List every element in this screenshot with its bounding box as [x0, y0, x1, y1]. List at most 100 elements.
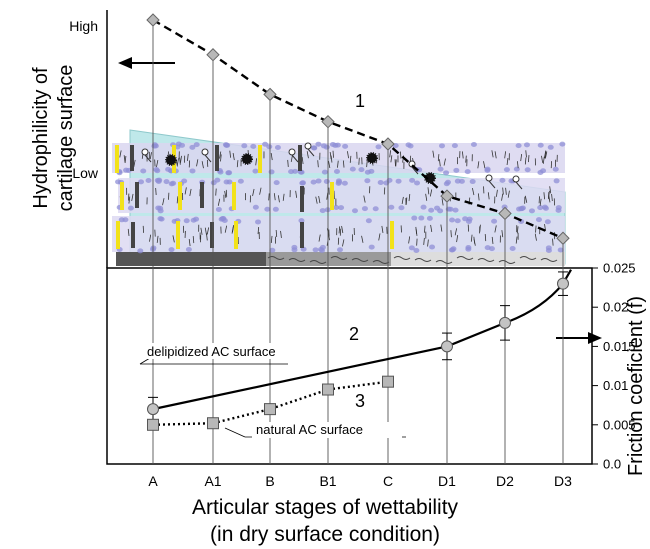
- top-ylabel-line1: Hydrophilicity of: [30, 67, 52, 209]
- x-axis-subtitle: (in dry surface condition): [210, 523, 440, 546]
- lipid-tail: [318, 234, 321, 242]
- friction-axis-ticks: 0.025 0.02 0.015 0.01 0.005 0.0: [592, 261, 636, 472]
- collagen-fibre: [414, 258, 432, 262]
- x-tick-label-a1: A1: [204, 473, 221, 489]
- lipid-head: [262, 141, 269, 147]
- series-3-line: [152, 380, 389, 426]
- lipid-tail: [277, 195, 280, 203]
- series-1-number: 1: [355, 91, 365, 111]
- lipid-tail: [273, 193, 276, 201]
- lipid-tail: [437, 154, 440, 162]
- lipid-tail: [338, 226, 341, 234]
- x-tick-label-d2: D2: [496, 473, 514, 489]
- lipid-head: [300, 246, 307, 252]
- lipid-tail: [270, 153, 273, 161]
- glycoprotein-block: [215, 145, 219, 171]
- lipid-head: [509, 246, 516, 252]
- surface-lipid-head: [201, 148, 209, 156]
- lipid-head: [321, 169, 328, 175]
- series-1-marker-a: [146, 13, 160, 27]
- lipid-head: [298, 218, 305, 224]
- series-2-marker-a: [147, 403, 159, 416]
- series-2-marker-d1: [441, 340, 453, 353]
- lipid-head: [291, 247, 298, 253]
- surface-lipid-head: [485, 174, 493, 182]
- surface-lipid-tail: [144, 154, 152, 163]
- series-3-marker-b1: [322, 383, 334, 396]
- lipid-tail: [544, 150, 547, 158]
- lipid-tail: [128, 196, 131, 204]
- x-tick-label-d1: D1: [438, 473, 456, 489]
- lipid-head: [140, 168, 147, 174]
- lipid-head: [193, 216, 200, 222]
- lipid-head: [351, 208, 358, 214]
- lipid-head: [552, 166, 559, 172]
- lipid-tail: [390, 155, 393, 163]
- lipid-head: [252, 204, 259, 210]
- lipid-head: [255, 219, 262, 225]
- lipid-head: [413, 247, 420, 253]
- lipid-head: [214, 177, 221, 183]
- surface-lipid-tail: [307, 148, 315, 157]
- lipid-tail: [450, 230, 452, 238]
- x-tick-label-d3: D3: [554, 473, 572, 489]
- lipid-head: [386, 177, 393, 183]
- lipid-head: [454, 218, 461, 224]
- lipid-head: [319, 208, 326, 214]
- protein-marker: [116, 221, 120, 249]
- lipid-head: [145, 177, 152, 183]
- lipid-tail: [217, 198, 221, 206]
- lipid-head: [315, 178, 322, 184]
- lipid-head: [464, 169, 471, 175]
- lipid-head: [559, 141, 566, 147]
- lipid-tail: [528, 154, 530, 163]
- lipid-tail: [341, 225, 344, 234]
- lipid-molecules: [115, 141, 566, 264]
- series-3-marker-b: [264, 403, 276, 416]
- lipid-tail: [524, 157, 527, 165]
- lipid-tail: [461, 151, 464, 159]
- protein-marker: [234, 221, 238, 249]
- lipid-tail: [484, 234, 487, 242]
- lipid-tail: [491, 236, 494, 244]
- glycoprotein-block: [298, 145, 302, 171]
- lipid-head: [426, 215, 433, 221]
- glycoprotein-block: [210, 222, 214, 248]
- collagen-fibre: [456, 256, 474, 260]
- lipid-head: [420, 204, 427, 210]
- lipid-tail: [172, 235, 175, 243]
- lipid-tail: [342, 239, 345, 247]
- lipid-tail: [176, 196, 179, 204]
- lipid-tail: [441, 198, 444, 206]
- lipid-head: [341, 180, 348, 186]
- lipid-head: [368, 244, 375, 250]
- lipid-tail: [495, 189, 498, 197]
- lipid-tail: [306, 151, 309, 159]
- lipid-tail: [494, 225, 497, 233]
- protein-marker: [176, 221, 180, 249]
- lipid-tail: [290, 154, 293, 163]
- lipid-tail: [491, 150, 494, 158]
- lipid-head: [174, 144, 181, 150]
- lipid-tail: [427, 239, 429, 247]
- lipid-tail: [149, 152, 152, 160]
- friction-tick-label: 0.01: [603, 378, 628, 393]
- lipid-head: [377, 180, 384, 186]
- lipid-head: [336, 179, 343, 185]
- lipid-head: [274, 145, 281, 151]
- lipid-head: [428, 207, 435, 213]
- series-1-marker-b: [263, 87, 277, 102]
- lipid-head: [272, 206, 279, 212]
- lipid-tail: [224, 225, 228, 233]
- lipid-head: [524, 167, 531, 173]
- x-tick-label-c: C: [383, 473, 393, 489]
- lipid-tail: [327, 233, 330, 241]
- lipid-tail: [192, 236, 195, 244]
- lipid-head: [156, 177, 163, 183]
- legend-leader-3b: [224, 427, 246, 438]
- lipid-head: [215, 206, 222, 212]
- glycoprotein-block: [200, 182, 204, 208]
- lipid-tail: [127, 228, 130, 236]
- lipid-tail: [275, 229, 278, 238]
- lipid-head: [127, 205, 134, 211]
